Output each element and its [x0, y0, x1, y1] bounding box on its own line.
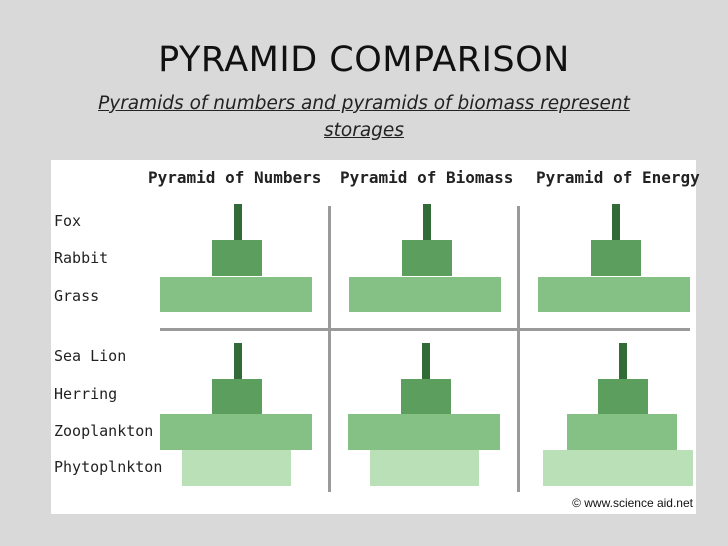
- energy-bottom-zooplankton-bar: [567, 414, 677, 450]
- biomass-bottom-sea-lion-bar: [422, 343, 430, 379]
- row-label-rabbit: Rabbit: [54, 249, 109, 267]
- copyright-credit: © www.science aid.net: [572, 496, 693, 510]
- column-header-biomass: Pyramid of Biomass: [340, 168, 514, 187]
- numbers-top-fox-bar: [234, 204, 242, 240]
- energy-top-rabbit-bar: [591, 240, 641, 276]
- slide-title: PYRAMID COMPARISON: [158, 40, 570, 80]
- divider-vertical-1: [328, 206, 331, 492]
- numbers-bottom-sea-lion-bar: [234, 343, 242, 379]
- numbers-top-grass-bar: [160, 277, 312, 312]
- numbers-bottom-phytoplankton-bar: [182, 450, 291, 486]
- energy-bottom-herring-bar: [598, 379, 648, 414]
- row-label-fox: Fox: [54, 212, 82, 230]
- biomass-top-fox-bar: [423, 204, 431, 240]
- biomass-top-grass-bar: [349, 277, 501, 312]
- biomass-top-rabbit-bar: [402, 240, 452, 276]
- numbers-top-rabbit-bar: [212, 240, 262, 276]
- row-label-phytoplankton: Phytoplnkton: [54, 458, 163, 476]
- slide-subtitle: Pyramids of numbers and pyramids of biom…: [98, 93, 630, 141]
- biomass-bottom-zooplankton-bar: [348, 414, 500, 450]
- energy-top-fox-bar: [612, 204, 620, 240]
- pyramid-comparison-diagram: Pyramid of Numbers Pyramid of Biomass Py…: [51, 160, 700, 514]
- row-label-zooplankton: Zooplankton: [54, 422, 154, 440]
- column-header-energy: Pyramid of Energy: [536, 168, 700, 187]
- row-label-herring: Herring: [54, 385, 118, 403]
- energy-top-grass-bar: [538, 277, 690, 312]
- column-header-numbers: Pyramid of Numbers: [148, 168, 322, 187]
- row-label-sea-lion: Sea Lion: [54, 347, 127, 365]
- divider-horizontal: [160, 328, 690, 331]
- numbers-bottom-herring-bar: [212, 379, 262, 414]
- biomass-bottom-phytoplankton-bar: [370, 450, 479, 486]
- energy-bottom-sea-lion-bar: [619, 343, 627, 379]
- row-label-grass: Grass: [54, 287, 100, 305]
- energy-bottom-phytoplankton-bar: [543, 450, 693, 486]
- divider-vertical-2: [517, 206, 520, 492]
- biomass-bottom-herring-bar: [401, 379, 451, 414]
- numbers-bottom-zooplankton-bar: [160, 414, 312, 450]
